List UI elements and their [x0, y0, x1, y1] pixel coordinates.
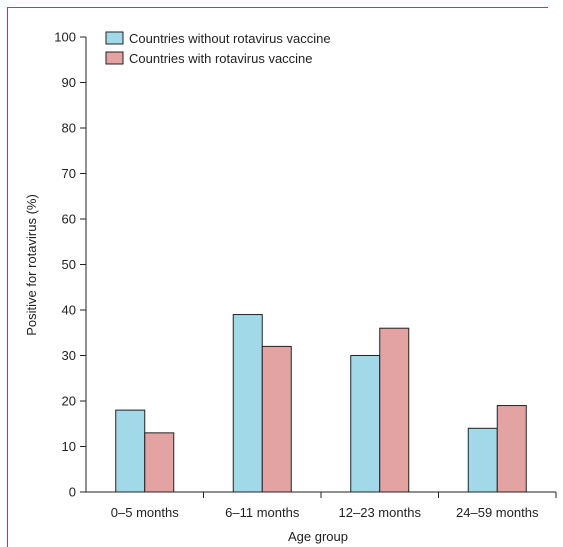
legend-swatch: [105, 31, 124, 45]
bar: [496, 405, 527, 493]
bar: [115, 409, 146, 493]
bar: [379, 327, 410, 493]
bar: [467, 427, 498, 493]
frame-top-rule: [7, 7, 548, 8]
bars: [115, 314, 527, 493]
y-tick-label: 80: [62, 121, 76, 136]
y-tick-label: 30: [62, 348, 76, 363]
legend-label: Countries with rotavirus vaccine: [129, 51, 313, 66]
bar: [350, 355, 381, 493]
axes: 0 10 20 30 40 50 60 70 80 90 100 0–5 months 6–11 mon…: [54, 30, 557, 520]
y-tick-label: 90: [62, 75, 76, 90]
bar: [232, 314, 263, 493]
y-tick-label: 50: [62, 257, 76, 272]
y-axis-title: Positive for rotavirus (%): [24, 194, 39, 336]
y-tick-label: 60: [62, 212, 76, 227]
y-tick-label: 20: [62, 394, 76, 409]
y-tick-label: 40: [62, 303, 76, 318]
x-tick-label: 24–59 months: [456, 505, 539, 520]
y-tick-label: 100: [54, 30, 76, 45]
x-tick-label: 6–11 months: [225, 505, 300, 520]
legend-swatch: [105, 51, 124, 65]
x-tick-label: 12–23 months: [339, 505, 422, 520]
y-tick-label: 10: [62, 439, 76, 454]
bar: [144, 432, 175, 493]
bar: [261, 345, 292, 493]
frame-left-rule: [7, 7, 8, 547]
y-tick-label: 70: [62, 166, 76, 181]
y-tick-label: 0: [69, 485, 76, 500]
x-axis-title: Age group: [288, 529, 348, 544]
legend: Countries without rotavirus vaccine Count…: [105, 31, 331, 66]
legend-label: Countries without rotavirus vaccine: [129, 31, 331, 46]
x-tick-label: 0–5 months: [111, 505, 179, 520]
